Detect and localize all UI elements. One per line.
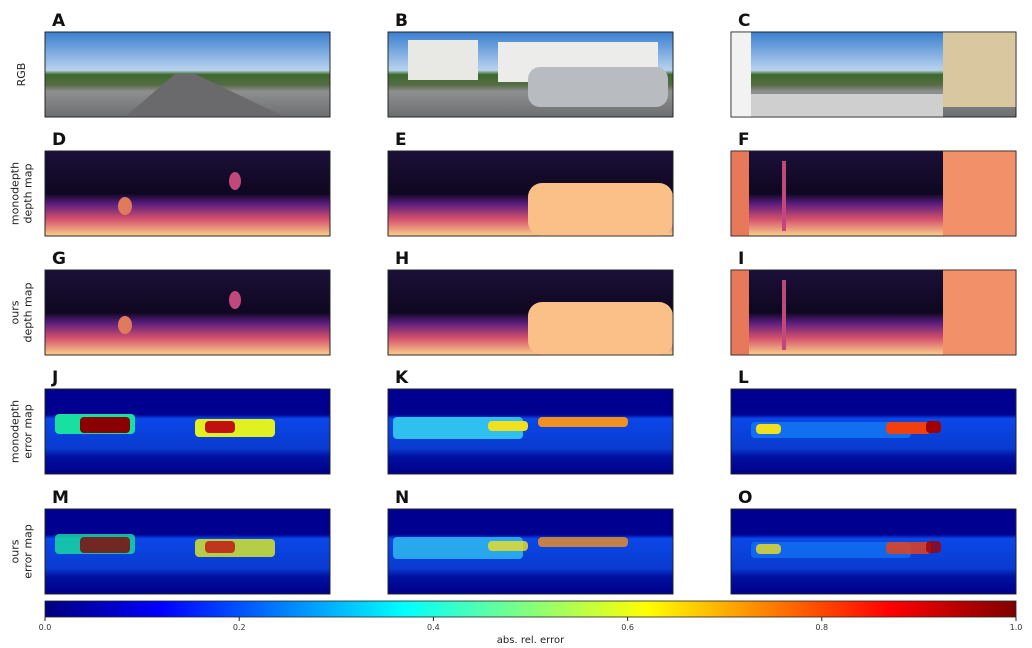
car-depth: [528, 302, 673, 355]
panel-letter: D: [52, 130, 66, 150]
panel: D: [45, 130, 330, 236]
panel: F: [731, 130, 1016, 236]
panel-letter: O: [738, 488, 752, 508]
tick-label: 0.0: [39, 623, 52, 632]
error-blob: [80, 417, 130, 433]
panel: O: [731, 488, 1016, 594]
object: [118, 197, 132, 215]
panel-letter: H: [395, 249, 409, 269]
error-blob: [886, 542, 931, 554]
error-blob: [926, 541, 941, 553]
building-depth: [943, 270, 1016, 355]
car: [528, 67, 668, 107]
error-blob: [926, 421, 941, 433]
panel-letter: L: [738, 368, 749, 388]
panel-letter: B: [395, 11, 408, 31]
row-label: ours: [9, 539, 22, 563]
tick-label: 0.2: [233, 623, 246, 632]
error-blob: [538, 417, 628, 427]
row-label: error map: [22, 404, 35, 459]
panel: I: [731, 249, 1016, 355]
row-label: depth map: [22, 283, 35, 343]
building: [943, 32, 1016, 107]
panel: B: [388, 11, 673, 117]
row-label: depth map: [22, 164, 35, 224]
panel-letter: A: [52, 11, 66, 31]
panel: K: [388, 368, 673, 474]
wall-depth: [731, 151, 749, 236]
pole: [782, 161, 786, 231]
panel: E: [388, 130, 673, 236]
panel-image: [45, 151, 330, 236]
object: [229, 172, 241, 190]
error-blob: [205, 541, 235, 553]
panel-letter: C: [738, 11, 750, 31]
tick-label: 0.8: [815, 623, 828, 632]
panel-letter: I: [738, 249, 744, 269]
panel: A: [45, 11, 330, 117]
error-blob: [80, 537, 130, 553]
colorbar-label: abs. rel. error: [497, 635, 565, 646]
figure: ABCDEFGHIJKLMNORGBmonodepthdepth mapours…: [0, 0, 1032, 648]
object: [118, 316, 132, 334]
panel: J: [45, 368, 330, 474]
pole: [782, 280, 786, 350]
panel: M: [45, 488, 330, 594]
panel: L: [731, 368, 1016, 474]
house: [408, 40, 478, 80]
building-depth: [943, 151, 1016, 236]
error-blob: [488, 541, 528, 551]
error-blob: [538, 537, 628, 547]
error-blob: [488, 421, 528, 431]
panel-letter: K: [395, 368, 409, 388]
panel: H: [388, 249, 673, 355]
panel: N: [388, 488, 673, 594]
row-label: error map: [22, 524, 35, 579]
error-blob: [205, 421, 235, 433]
panel: C: [731, 11, 1016, 117]
car-depth: [528, 183, 673, 236]
row-label: monodepth: [9, 162, 22, 225]
panel-letter: F: [738, 130, 750, 150]
panel-letter: G: [52, 249, 66, 269]
wall-depth: [731, 270, 749, 355]
error-blob: [756, 544, 781, 554]
panel-letter: M: [52, 488, 69, 508]
tick-label: 0.6: [621, 623, 634, 632]
row-label: RGB: [15, 63, 28, 87]
error-blob: [886, 422, 931, 434]
panel-letter: N: [395, 488, 409, 508]
tick-label: 1.0: [1010, 623, 1023, 632]
panel-letter: E: [395, 130, 407, 150]
object: [229, 291, 241, 309]
wall: [731, 32, 751, 117]
colorbar: [45, 601, 1016, 617]
panel-image: [45, 270, 330, 355]
panel: G: [45, 249, 330, 355]
row-label: monodepth: [9, 400, 22, 463]
error-blob: [756, 424, 781, 434]
panel-letter: J: [51, 368, 58, 388]
ground: [751, 94, 943, 117]
row-label: ours: [9, 300, 22, 324]
tick-label: 0.4: [427, 623, 440, 632]
